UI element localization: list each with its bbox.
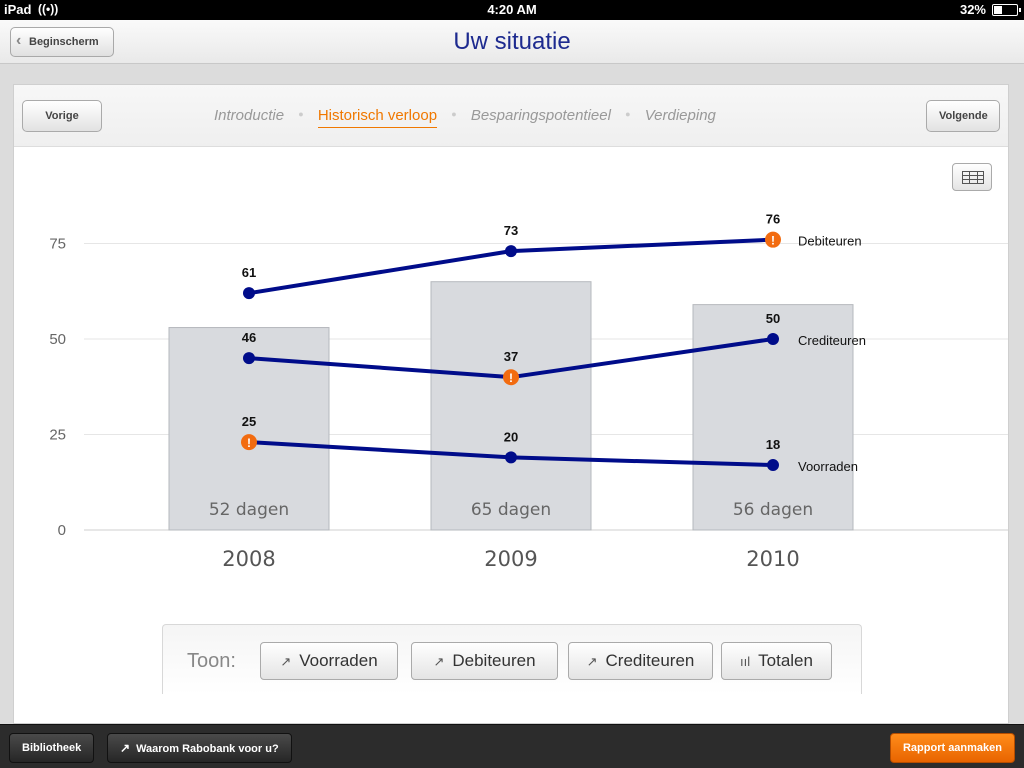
data-point	[505, 451, 517, 464]
x-tick-label: 2010	[746, 547, 799, 571]
table-icon	[962, 171, 984, 184]
data-label: 61	[242, 265, 256, 280]
step-separator-icon: ●	[451, 109, 457, 119]
data-label: 37	[504, 349, 518, 364]
data-label: 76	[766, 212, 780, 227]
x-tick-label: 2009	[484, 547, 537, 571]
toon-crediteuren-label: Crediteuren	[605, 651, 695, 670]
warning-icon	[241, 434, 257, 451]
page-title: Uw situatie	[453, 28, 571, 55]
step-separator-icon: ●	[625, 109, 631, 119]
step-navigation: Vorige Introductie ● Historisch verloop …	[14, 85, 1008, 147]
data-point	[767, 459, 779, 472]
warning-mark: !	[247, 436, 251, 450]
step-historisch-verloop[interactable]: Historisch verloop	[317, 107, 438, 128]
status-bar: iPad ((•)) 4:20 AM 32%	[0, 0, 1024, 20]
y-tick-label: 0	[58, 522, 66, 539]
series-name-label: Debiteuren	[798, 234, 862, 249]
data-point	[243, 352, 255, 365]
toon-voorraden-button[interactable]: ↗ Voorraden	[260, 642, 398, 680]
bottom-toolbar: Bibliotheek ↗ Waarom Rabobank voor u? Rap…	[0, 724, 1024, 768]
trend-icon: ↗	[280, 654, 292, 669]
device-name: iPad	[4, 2, 32, 17]
next-button[interactable]: Volgende	[926, 100, 1000, 132]
previous-button[interactable]: Vorige	[22, 100, 102, 132]
toon-totalen-label: Totalen	[758, 651, 813, 670]
series-name-label: Voorraden	[798, 459, 858, 474]
clock: 4:20 AM	[487, 2, 537, 17]
step-list: Introductie ● Historisch verloop ● Bespa…	[214, 107, 814, 128]
data-label: 25	[242, 414, 256, 429]
warning-icon	[765, 231, 781, 248]
why-rabobank-label: Waarom Rabobank voor u?	[136, 743, 279, 755]
bar-chart-icon: ııl	[740, 654, 751, 669]
y-tick-label: 75	[49, 236, 66, 253]
navigation-bar: Beginscherm Uw situatie	[0, 20, 1024, 64]
battery-percentage: 32%	[959, 2, 986, 17]
y-tick-label: 25	[49, 427, 66, 444]
warning-icon	[503, 369, 519, 386]
table-view-button[interactable]	[952, 163, 992, 191]
toon-totalen-button[interactable]: ııl Totalen	[721, 642, 832, 680]
step-verdieping[interactable]: Verdieping	[644, 107, 716, 124]
data-point	[243, 287, 255, 300]
bar	[430, 281, 592, 531]
why-rabobank-button[interactable]: ↗ Waarom Rabobank voor u?	[107, 733, 292, 763]
data-point	[767, 333, 779, 345]
warning-mark: !	[771, 234, 775, 248]
series-name-label: Crediteuren	[798, 333, 866, 348]
warning-mark: !	[509, 371, 513, 385]
x-tick-label: 2008	[222, 547, 275, 571]
back-button[interactable]: Beginscherm	[10, 27, 114, 57]
main-panel: Vorige Introductie ● Historisch verloop …	[13, 84, 1009, 724]
trend-icon: ↗	[586, 654, 598, 669]
trend-icon: ↗	[433, 654, 445, 669]
step-introductie[interactable]: Introductie	[214, 107, 285, 124]
data-label: 50	[766, 311, 780, 326]
toon-debiteuren-button[interactable]: ↗ Debiteuren	[411, 642, 558, 680]
step-besparingspotentieel[interactable]: Besparingspotentieel	[470, 107, 611, 124]
step-separator-icon: ●	[298, 109, 304, 119]
growth-chart-icon: ↗	[120, 741, 131, 755]
toon-crediteuren-button[interactable]: ↗ Crediteuren	[568, 642, 713, 680]
data-point	[505, 245, 517, 258]
data-label: 18	[766, 437, 780, 452]
history-chart: 0 25 50 75 52 dagen 2008 65 dagen 2009 56 dagen 2…	[49, 212, 1008, 571]
data-label: 46	[242, 330, 256, 345]
bar-label: 52 dagen	[209, 500, 289, 520]
toon-voorraden-label: Voorraden	[299, 651, 378, 670]
bar-label: 56 dagen	[733, 500, 813, 520]
toon-label: Toon:	[187, 650, 236, 672]
data-label: 20	[504, 429, 518, 444]
toon-debiteuren-label: Debiteuren	[452, 651, 536, 670]
data-label: 73	[504, 223, 518, 238]
toon-bar: Toon: ↗ Voorraden ↗ Debiteuren ↗ Crediteure…	[162, 624, 862, 694]
battery-icon	[992, 4, 1021, 16]
y-tick-label: 50	[49, 331, 66, 348]
create-report-button[interactable]: Rapport aanmaken	[889, 733, 1015, 763]
library-button[interactable]: Bibliotheek	[9, 733, 95, 763]
wifi-icon: ((•))	[38, 2, 59, 16]
bar-label: 65 dagen	[471, 500, 551, 520]
